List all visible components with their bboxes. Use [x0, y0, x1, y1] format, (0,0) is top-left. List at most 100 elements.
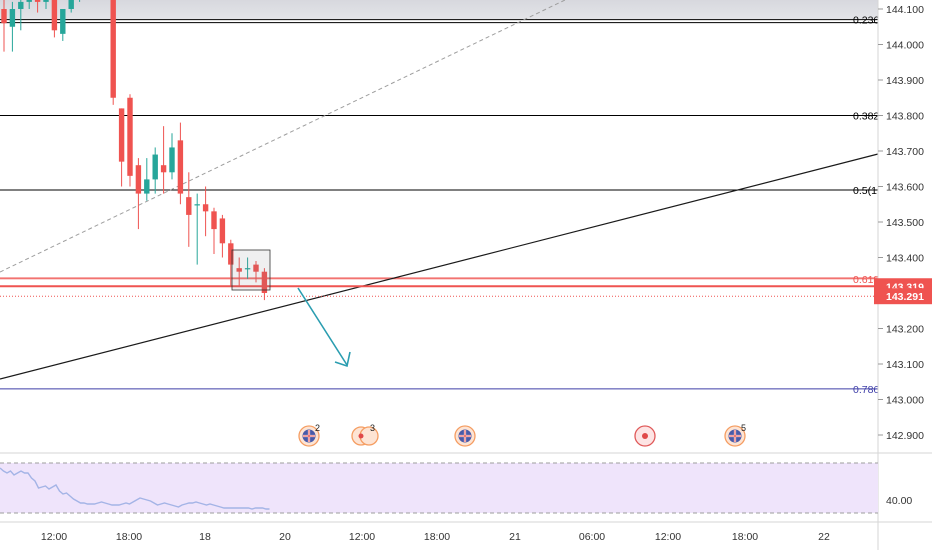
candle-body: [228, 243, 234, 265]
event-dot: [358, 433, 364, 439]
uk-flag-event[interactable]: 5: [724, 423, 746, 447]
candle: [211, 207, 217, 254]
price-tick-label: 143.500: [886, 217, 924, 229]
price-tick-label: 143.900: [886, 75, 924, 87]
time-tick-label: 12:00: [349, 531, 375, 543]
candle: [169, 133, 175, 180]
fibonacci-retracement[interactable]: 0.236 0.382 0.5(1 0.618 0.786: [0, 15, 879, 396]
price-tick-label: 143.400: [886, 253, 924, 265]
candle-body: [261, 271, 268, 293]
candle: [236, 257, 242, 286]
fib-level-label: 0.382: [853, 111, 879, 123]
fib-level-label: 0.786: [853, 384, 879, 396]
candle-body: [9, 9, 16, 27]
candle-body: [34, 0, 41, 2]
candle: [18, 0, 24, 31]
candle: [51, 0, 58, 38]
candle: [1, 0, 7, 52]
candle-body: [253, 264, 259, 272]
candle-body: [127, 97, 133, 176]
candle-body: [211, 211, 217, 230]
previous-price-badge: [874, 288, 932, 305]
time-tick-label: 18:00: [732, 531, 758, 543]
candle-body: [1, 9, 7, 24]
candle: [219, 214, 226, 258]
time-tick-label: 22: [818, 531, 830, 543]
candle-body: [152, 154, 158, 180]
time-tick-label: 18: [199, 531, 211, 543]
fib-level-label: 0.236: [853, 15, 879, 27]
rsi-level-label: 40.00: [886, 495, 912, 507]
time-tick-label: 18:00: [424, 531, 450, 543]
price-tick-label: 144.100: [886, 4, 924, 16]
candle: [244, 257, 251, 279]
candle: [127, 94, 133, 187]
candle-body: [202, 204, 209, 212]
candle-body: [177, 140, 184, 194]
candle-body: [60, 9, 66, 34]
economic-events-row: 2 3 5: [298, 423, 746, 447]
price-axis-ticks: 144.100 144.000 143.900 143.800 143.700 143.6…: [874, 4, 932, 442]
candle: [118, 108, 125, 187]
time-tick-label: 06:00: [579, 531, 605, 543]
event-dot: [642, 433, 648, 439]
price-tick-label: 143.000: [886, 395, 924, 407]
candle: [186, 172, 192, 247]
candle: [177, 122, 184, 205]
candle: [194, 193, 200, 265]
candle-body: [51, 0, 58, 31]
price-axis[interactable]: [878, 0, 932, 550]
price-tick-label: 143.200: [886, 324, 924, 336]
price-tick-label: 142.900: [886, 430, 924, 442]
uk-flag-event[interactable]: [454, 425, 476, 447]
highlight-rectangle[interactable]: [231, 249, 271, 291]
price-tick-label: 143.700: [886, 146, 924, 158]
candle: [110, 0, 116, 105]
fib-zone-top: [0, 0, 878, 19]
candle: [34, 0, 41, 13]
candle: [144, 158, 150, 201]
rising-trend-line[interactable]: [0, 153, 879, 380]
candle-body: [118, 108, 125, 162]
candle: [26, 0, 32, 9]
candle: [43, 0, 49, 9]
candle-body: [219, 218, 226, 244]
price-tick-label: 143.100: [886, 359, 924, 371]
time-axis[interactable]: 12:00 18:00 18 20 12:00 18:00 21 06:00 12:00 18:0…: [41, 531, 830, 543]
candle: [9, 1, 16, 52]
time-tick-label: 18:00: [116, 531, 142, 543]
candle-body: [236, 268, 242, 272]
candle-body: [144, 179, 150, 194]
candle-body: [186, 197, 192, 215]
event-count: 2: [315, 423, 320, 433]
time-tick-label: 21: [509, 531, 521, 543]
candle: [68, 0, 74, 13]
projection-arrow[interactable]: [297, 287, 351, 368]
candle-body: [68, 0, 74, 9]
candle: [228, 239, 234, 286]
price-tick-label: 144.000: [886, 40, 924, 52]
event-count: 5: [741, 423, 746, 433]
multi-event[interactable]: 3: [351, 423, 379, 446]
candle-body: [194, 204, 200, 206]
previous-price-label: 143.291: [886, 291, 924, 303]
candle: [253, 261, 259, 283]
dashed-trend-line[interactable]: [0, 0, 566, 273]
rsi-line: [0, 467, 270, 510]
candle: [152, 147, 158, 194]
candle-body: [135, 165, 142, 194]
candle-body: [110, 0, 116, 98]
candlestick-series: [1, 0, 268, 301]
alert-event[interactable]: [634, 425, 656, 447]
rsi-band: [0, 463, 878, 513]
price-tick-label: 143.600: [886, 182, 924, 194]
candle: [160, 126, 167, 194]
event-count: 3: [370, 423, 375, 433]
time-tick-label: 12:00: [41, 531, 67, 543]
candle: [261, 268, 268, 301]
uk-flag-event[interactable]: 2: [298, 423, 320, 447]
candle-body: [169, 147, 175, 173]
candle: [202, 186, 209, 237]
